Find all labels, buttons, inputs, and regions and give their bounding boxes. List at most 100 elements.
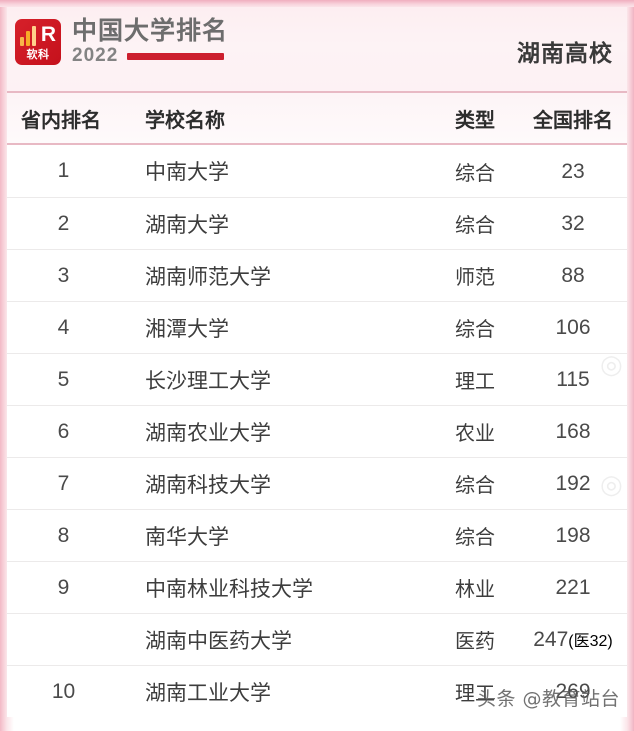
school-name-value: 中南大学 bbox=[145, 160, 229, 184]
school-name-value: 湘潭大学 bbox=[145, 316, 229, 341]
province-rank-value: 4 bbox=[57, 315, 70, 339]
province-rank-value: 10 bbox=[51, 679, 76, 703]
cell-school-name: 长沙理工大学 bbox=[120, 365, 431, 395]
national-rank-value: 115 bbox=[556, 368, 590, 391]
brand-title: 中国大学排名 bbox=[72, 16, 229, 45]
national-rank-value: 247 bbox=[533, 627, 569, 651]
national-rank-value: 269 bbox=[555, 680, 591, 703]
table-row: 10 湖南工业大学 理工 269 bbox=[7, 665, 627, 717]
cell-national-rank: 192 bbox=[519, 472, 627, 495]
cell-school-name: 湘潭大学 bbox=[120, 313, 431, 343]
school-type-value: 综合 bbox=[455, 317, 495, 341]
column-header-province-rank: 省内排名 bbox=[21, 107, 101, 132]
school-name-value: 长沙理工大学 bbox=[145, 368, 271, 393]
cell-school-name: 湖南科技大学 bbox=[120, 469, 431, 499]
cell-school-name: 中南大学 bbox=[120, 156, 431, 186]
logo-letter: R bbox=[40, 22, 56, 46]
school-name-value: 湖南科技大学 bbox=[145, 472, 271, 497]
cell-school-type: 综合 bbox=[431, 157, 519, 186]
table-row: 6 湖南农业大学 农业 168 bbox=[7, 405, 627, 457]
school-name-value: 湖南大学 bbox=[145, 212, 229, 237]
national-rank-value: 106 bbox=[555, 316, 591, 339]
cell-province-rank: 8 bbox=[7, 524, 120, 548]
cell-school-name: 中南林业科技大学 bbox=[120, 573, 431, 603]
national-rank-value: 88 bbox=[561, 264, 585, 287]
cell-province-rank: 1 bbox=[7, 159, 120, 183]
school-type-value: 农业 bbox=[455, 421, 495, 445]
region-title: 湖南高校 bbox=[517, 41, 613, 67]
cell-province-rank: 3 bbox=[7, 264, 120, 288]
cell-national-rank: 269 bbox=[519, 680, 627, 703]
cell-province-rank: 5 bbox=[7, 368, 120, 392]
national-rank-value: 192 bbox=[555, 472, 591, 495]
cell-national-rank: 198 bbox=[519, 524, 627, 547]
school-type-value: 综合 bbox=[455, 473, 495, 497]
cell-province-rank: 10 bbox=[7, 680, 120, 704]
brand-text-block: 中国大学排名 2022 bbox=[72, 17, 228, 66]
ranking-table: 省内排名 学校名称 类型 全国排名 1 中南大学 综合 23 2 湖南大学 综合 32 3 湖南师… bbox=[7, 91, 627, 717]
table-row: 1 中南大学 综合 23 bbox=[7, 145, 627, 197]
school-name-value: 中南林业科技大学 bbox=[145, 576, 313, 601]
cell-province-rank: 6 bbox=[7, 420, 120, 444]
cell-national-rank: 106 bbox=[519, 316, 627, 339]
cell-school-type: 综合 bbox=[431, 209, 519, 238]
shanghairanking-logo-icon: R 软科 bbox=[15, 18, 61, 65]
province-rank-value: 5 bbox=[57, 367, 70, 391]
national-rank-value: 23 bbox=[561, 159, 585, 183]
cell-school-type: 理工 bbox=[431, 365, 519, 394]
national-rank-value: 32 bbox=[561, 212, 585, 235]
cell-school-name: 湖南工业大学 bbox=[120, 677, 431, 707]
cell-national-rank: 23 bbox=[519, 160, 627, 183]
cell-province-rank: 7 bbox=[7, 472, 120, 496]
cell-national-rank: 32 bbox=[519, 212, 627, 235]
table-row: 4 湘潭大学 综合 106 bbox=[7, 301, 627, 353]
province-rank-value: 7 bbox=[57, 471, 70, 495]
cell-school-type: 理工 bbox=[431, 677, 519, 706]
cell-national-rank: 221 bbox=[519, 576, 627, 599]
brand-red-rule bbox=[127, 52, 225, 60]
cell-province-rank: 4 bbox=[7, 316, 120, 340]
school-type-value: 理工 bbox=[455, 369, 495, 393]
cell-national-rank: 115 bbox=[519, 368, 627, 391]
cell-school-name: 湖南农业大学 bbox=[120, 417, 431, 447]
cell-school-name: 湖南中医药大学 bbox=[120, 625, 431, 655]
school-name-value: 湖南农业大学 bbox=[145, 420, 271, 445]
cell-school-type: 医药 bbox=[431, 625, 519, 654]
province-rank-value: 1 bbox=[57, 159, 70, 182]
table-row: 8 南华大学 综合 198 bbox=[7, 509, 627, 561]
column-header-school-name: 学校名称 bbox=[145, 107, 225, 132]
table-row: 2 湖南大学 综合 32 bbox=[7, 197, 627, 249]
school-name-value: 湖南师范大学 bbox=[145, 264, 271, 289]
cell-school-name: 湖南师范大学 bbox=[120, 261, 431, 291]
national-rank-value: 221 bbox=[555, 576, 591, 599]
school-type-value: 综合 bbox=[455, 160, 495, 185]
cell-school-type: 综合 bbox=[431, 521, 519, 550]
school-type-value: 林业 bbox=[455, 577, 495, 601]
school-type-value: 师范 bbox=[455, 265, 495, 289]
cell-province-rank: 9 bbox=[7, 576, 120, 600]
cell-province-rank: 2 bbox=[7, 212, 120, 236]
logo-bars-icon bbox=[20, 25, 36, 46]
table-row: 3 湖南师范大学 师范 88 bbox=[7, 249, 627, 301]
school-type-value: 理工 bbox=[455, 681, 495, 705]
national-rank-value: 168 bbox=[555, 420, 591, 443]
school-name-value: 湖南中医药大学 bbox=[145, 628, 292, 653]
cell-school-name: 湖南大学 bbox=[120, 209, 431, 239]
table-row: 5 长沙理工大学 理工 115 bbox=[7, 353, 627, 405]
school-type-value: 医药 bbox=[455, 629, 495, 653]
national-rank-value: 198 bbox=[555, 524, 591, 547]
brand-year: 2022 bbox=[72, 45, 119, 66]
province-rank-value: 3 bbox=[57, 263, 70, 287]
school-name-value: 湖南工业大学 bbox=[145, 680, 271, 705]
column-header-national-rank: 全国排名 bbox=[533, 107, 613, 132]
cell-national-rank: 88 bbox=[519, 264, 627, 287]
brand-lockup: R 软科 中国大学排名 2022 bbox=[15, 17, 228, 66]
table-row: 9 中南林业科技大学 林业 221 bbox=[7, 561, 627, 613]
table-header-row: 省内排名 学校名称 类型 全国排名 bbox=[7, 91, 627, 145]
school-name-value: 南华大学 bbox=[145, 524, 229, 549]
school-type-value: 综合 bbox=[455, 213, 495, 237]
card-header: R 软科 中国大学排名 2022 湖南高校 bbox=[7, 7, 627, 91]
province-rank-value: 6 bbox=[57, 419, 70, 443]
table-body: 1 中南大学 综合 23 2 湖南大学 综合 32 3 湖南师范大学 师范 88 4 湘潭大学 综合 106 5… bbox=[7, 145, 627, 717]
